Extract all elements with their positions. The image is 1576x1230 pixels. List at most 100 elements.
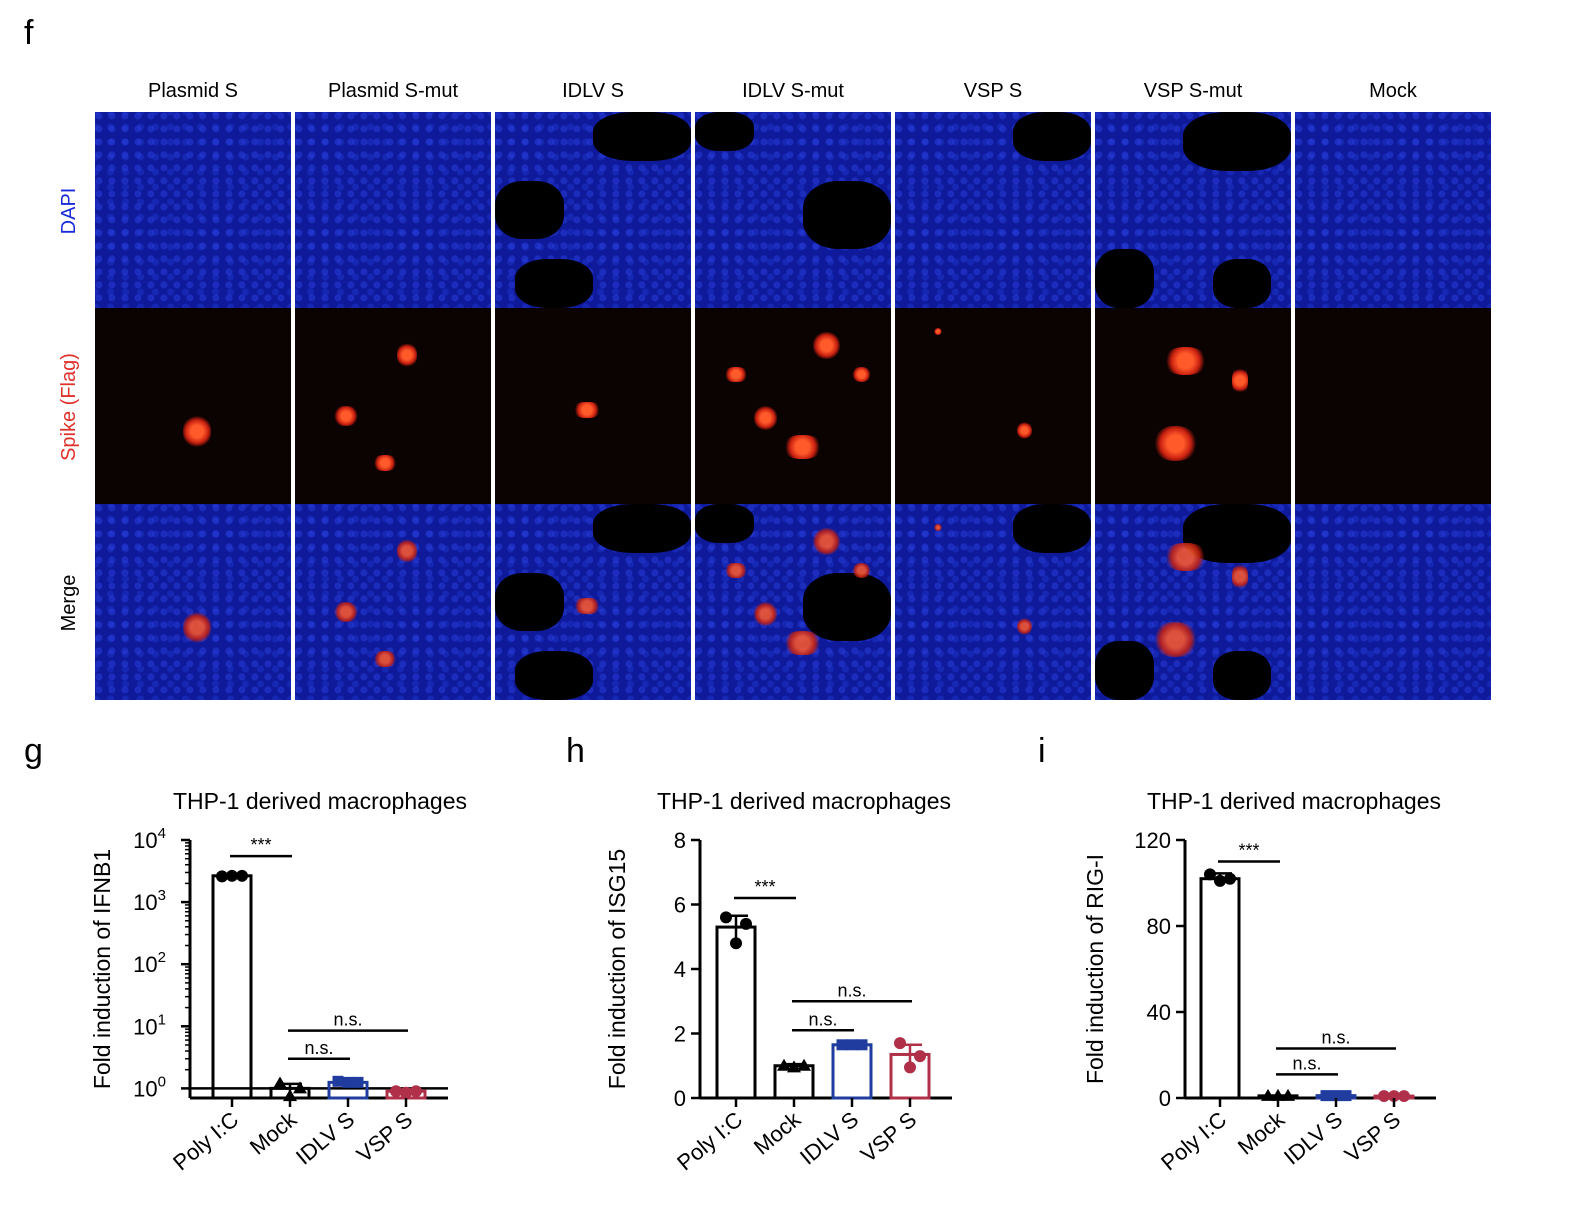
data-point-poly-ic bbox=[1214, 874, 1226, 887]
micrograph-dapi-idlv-s-mut bbox=[695, 112, 891, 308]
panel-letter-h: h bbox=[566, 732, 585, 770]
data-point-idlv-s bbox=[846, 1039, 858, 1051]
micrograph-merge-idlv-s bbox=[495, 504, 691, 700]
spike-positive-cell bbox=[851, 562, 872, 579]
x-tick-label-poly-ic: Poly I:C bbox=[168, 1107, 243, 1176]
micrograph-dapi-idlv-s bbox=[495, 112, 691, 308]
cell-free-region bbox=[802, 180, 891, 250]
spike-positive-cell bbox=[724, 366, 748, 383]
y-tick-label: 6 bbox=[674, 893, 686, 918]
data-point-vsp-s bbox=[894, 1037, 906, 1050]
data-point-idlv-s bbox=[1330, 1090, 1342, 1102]
cell-free-region bbox=[495, 572, 564, 632]
spike-positive-cell bbox=[334, 406, 358, 426]
micrograph-dapi-vsp-s-mut bbox=[1095, 112, 1291, 308]
significance-label: n.s. bbox=[1321, 1028, 1350, 1048]
data-point-mock bbox=[293, 1081, 307, 1094]
spike-positive-cell bbox=[334, 602, 358, 622]
significance-label: *** bbox=[1238, 841, 1259, 861]
panel-letter-i: i bbox=[1038, 732, 1046, 770]
data-point-idlv-s bbox=[856, 1039, 868, 1051]
spike-positive-cell bbox=[1232, 366, 1248, 395]
column-header-vsp-s: VSP S bbox=[963, 80, 1023, 102]
spike-positive-cell bbox=[373, 455, 397, 471]
y-tick-label: 120 bbox=[1134, 828, 1171, 853]
spike-positive-cell bbox=[934, 523, 943, 532]
x-tick-label-idlv-s: IDLV S bbox=[291, 1107, 359, 1170]
significance-label: n.s. bbox=[333, 1010, 362, 1030]
cell-free-region bbox=[593, 112, 691, 161]
y-tick-label: 80 bbox=[1147, 914, 1171, 939]
data-point-mock bbox=[273, 1076, 287, 1089]
micrograph-merge-idlv-s-mut bbox=[695, 504, 891, 700]
cell-free-region bbox=[802, 572, 891, 642]
y-axis-label: Fold induction of ISG15 bbox=[604, 849, 630, 1089]
y-tick-label: 40 bbox=[1147, 1000, 1171, 1025]
y-tick-label: 2 bbox=[674, 1022, 686, 1047]
micrograph-merge-vsp-s bbox=[895, 504, 1091, 700]
cell-free-region bbox=[495, 180, 564, 240]
data-point-mock bbox=[283, 1089, 297, 1102]
cell-free-region bbox=[514, 259, 593, 308]
significance-label: n.s. bbox=[304, 1038, 333, 1058]
micrograph-dapi-plasmid-s-mut bbox=[295, 112, 491, 308]
y-tick-label: 103 bbox=[133, 887, 166, 915]
data-point-vsp-s bbox=[390, 1085, 402, 1098]
data-point-idlv-s bbox=[352, 1076, 364, 1088]
cell-free-region bbox=[1012, 112, 1091, 161]
spike-positive-cell bbox=[183, 611, 211, 644]
significance-label: n.s. bbox=[1292, 1053, 1321, 1073]
cell-free-region bbox=[695, 112, 754, 152]
y-tick-label: 101 bbox=[133, 1011, 166, 1039]
data-point-mock bbox=[797, 1058, 811, 1071]
micrograph-dapi-plasmid-s bbox=[95, 112, 291, 308]
data-point-idlv-s bbox=[1320, 1090, 1332, 1102]
data-point-vsp-s bbox=[1398, 1090, 1410, 1103]
y-tick-label: 0 bbox=[1159, 1086, 1171, 1111]
data-point-idlv-s bbox=[1340, 1090, 1352, 1102]
micrograph-merge-mock bbox=[1295, 504, 1491, 700]
cell-free-region bbox=[1012, 504, 1091, 553]
micrograph-merge-vsp-s-mut bbox=[1095, 504, 1291, 700]
x-tick-label-idlv-s: IDLV S bbox=[1279, 1107, 1347, 1170]
chart-h-title: THP-1 derived macrophages bbox=[656, 788, 952, 814]
spike-positive-cell bbox=[934, 327, 943, 336]
column-header-plasmid-s-mut: Plasmid S-mut bbox=[327, 80, 459, 102]
micrograph-dapi-mock bbox=[1295, 112, 1491, 308]
cell-free-region bbox=[1212, 651, 1272, 700]
significance-label: n.s. bbox=[837, 980, 866, 1000]
y-tick-label: 104 bbox=[133, 825, 166, 853]
column-header-plasmid-s: Plasmid S bbox=[147, 80, 239, 102]
y-tick-label: 4 bbox=[674, 957, 686, 982]
bar-poly-ic bbox=[211, 874, 253, 1100]
x-tick-label-vsp-s: VSP S bbox=[352, 1107, 417, 1168]
spike-positive-cell bbox=[183, 415, 211, 448]
spike-positive-cell bbox=[1153, 621, 1197, 657]
spike-positive-cell bbox=[851, 366, 872, 383]
column-header-vsp-s-mut: VSP S-mut bbox=[1143, 80, 1243, 102]
x-tick-label-vsp-s: VSP S bbox=[856, 1107, 921, 1168]
data-point-poly-ic bbox=[226, 869, 238, 882]
cell-free-region bbox=[1212, 259, 1272, 308]
spike-positive-cell bbox=[783, 435, 823, 459]
micrograph-spike-vsp-s-mut bbox=[1095, 308, 1291, 504]
data-point-idlv-s bbox=[342, 1076, 354, 1088]
data-point-vsp-s bbox=[914, 1050, 926, 1063]
significance-label: n.s. bbox=[808, 1009, 837, 1029]
micrograph-spike-mock bbox=[1295, 308, 1491, 504]
x-tick-label-poly-ic: Poly I:C bbox=[672, 1107, 747, 1176]
significance-label: *** bbox=[250, 835, 271, 855]
data-point-vsp-s bbox=[1378, 1090, 1390, 1103]
chart-g-title: THP-1 derived macrophages bbox=[172, 788, 468, 814]
micrograph-merge-plasmid-s bbox=[95, 504, 291, 700]
cell-free-region bbox=[1095, 249, 1154, 308]
bar-idlv-s bbox=[831, 1043, 873, 1100]
column-header-mock: Mock bbox=[1369, 80, 1417, 102]
data-point-vsp-s bbox=[904, 1061, 916, 1074]
x-tick-label-idlv-s: IDLV S bbox=[795, 1107, 863, 1170]
column-header-idlv-s-mut: IDLV S-mut bbox=[742, 80, 844, 102]
data-point-poly-ic bbox=[1204, 868, 1216, 881]
data-point-idlv-s bbox=[332, 1075, 344, 1087]
spike-positive-cell bbox=[573, 402, 601, 418]
